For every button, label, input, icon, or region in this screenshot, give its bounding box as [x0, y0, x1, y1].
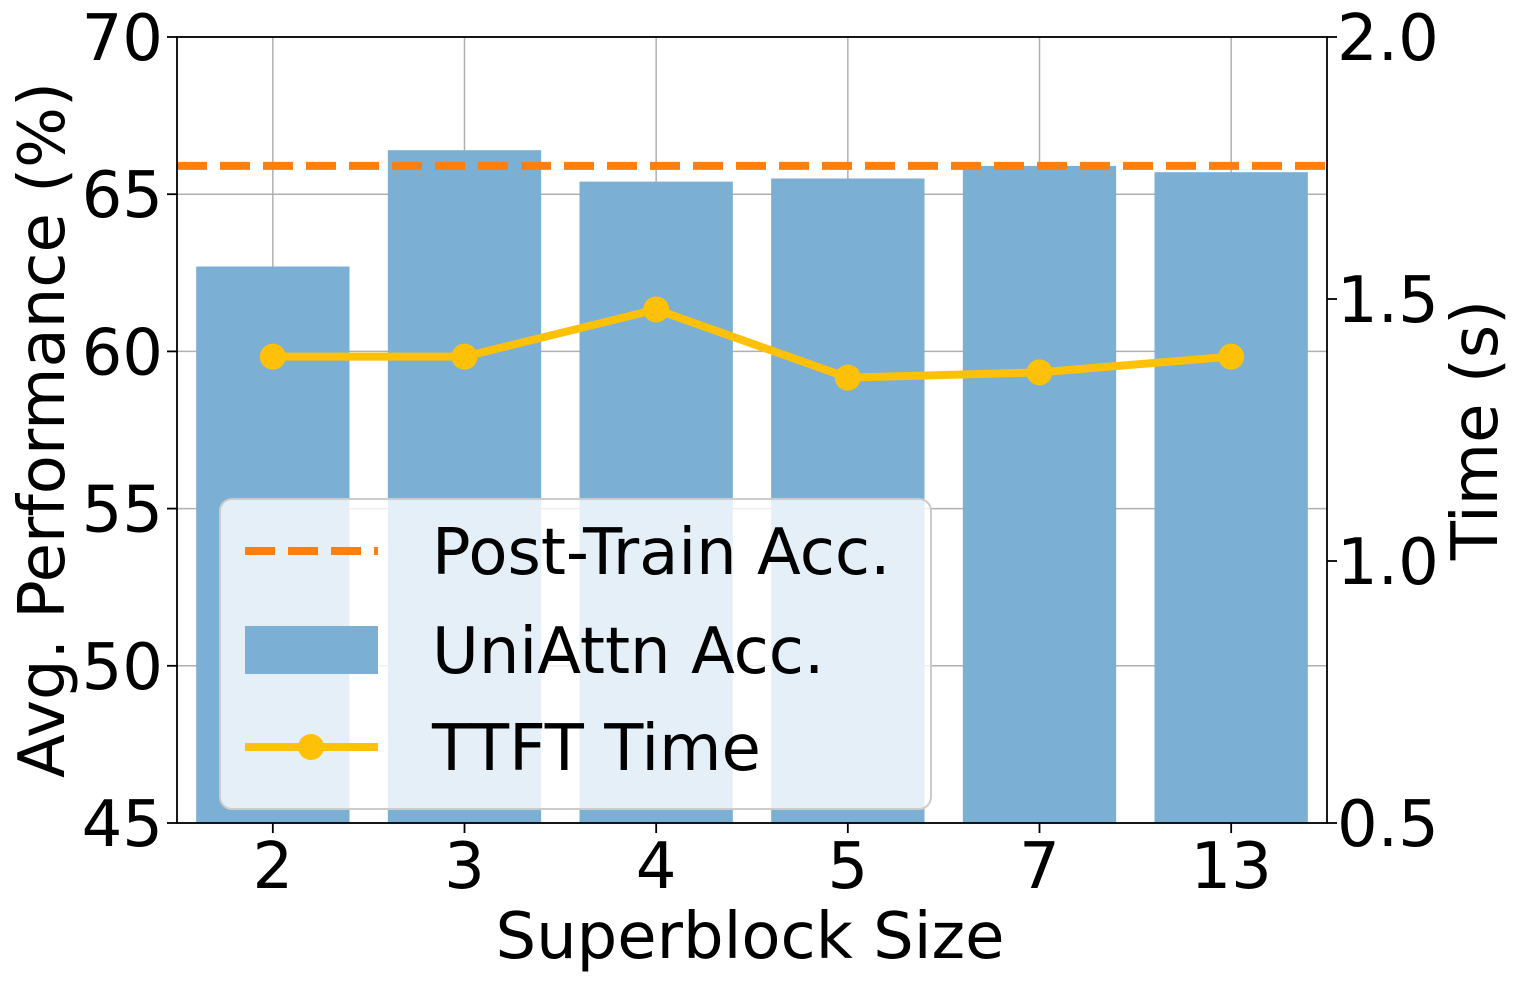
y2-axis-label: Time (s)	[1439, 300, 1513, 561]
legend-label: Post-Train Acc.	[432, 516, 890, 590]
y2-tick-label: 2.0	[1337, 2, 1439, 76]
x-tick-label: 5	[827, 830, 868, 904]
legend-box	[219, 498, 932, 810]
x-tick-label: 7	[1019, 830, 1060, 904]
legend-label: UniAttn Acc.	[432, 615, 824, 689]
bar-7	[962, 165, 1117, 824]
ttft-point-13	[1218, 343, 1245, 370]
y-tick-label: 70	[82, 2, 163, 76]
ttft-point-3	[451, 343, 478, 370]
plot-frame	[176, 36, 1328, 824]
ttft-point-7	[1026, 359, 1053, 386]
ttft-line	[272, 305, 1232, 382]
y-tick-label: 65	[82, 159, 163, 233]
y-tick-label: 45	[82, 788, 163, 862]
y2-tick-label: 0.5	[1337, 788, 1439, 862]
x-tick-label: 4	[636, 830, 677, 904]
legend-label: TTFT Time	[431, 712, 761, 786]
y-tick-label: 50	[82, 631, 163, 705]
ttft-point-5	[834, 364, 861, 391]
bar-13	[1154, 172, 1308, 823]
y2-tick-label: 1.0	[1337, 526, 1439, 600]
ttft-point-2	[259, 343, 286, 370]
x-tick-label: 2	[252, 830, 293, 904]
axes	[167, 36, 1337, 833]
ttft-line-group	[259, 296, 1245, 391]
y-axis-label: Avg. Performance (%)	[6, 82, 80, 778]
ttft-point-4	[643, 296, 670, 323]
legend-swatch-uniattn	[245, 626, 378, 674]
y-tick-label: 55	[82, 474, 163, 548]
y2-tick-label: 1.5	[1337, 264, 1439, 338]
legend-marker-ttft	[298, 734, 324, 760]
y-tick-label: 60	[82, 316, 163, 390]
x-tick-label: 3	[444, 830, 485, 904]
x-axis-label: Superblock Size	[495, 900, 1004, 974]
legend: Post-Train Acc. UniAttn Acc. TTFT Time	[219, 498, 932, 810]
x-tick-label: 13	[1190, 830, 1271, 904]
